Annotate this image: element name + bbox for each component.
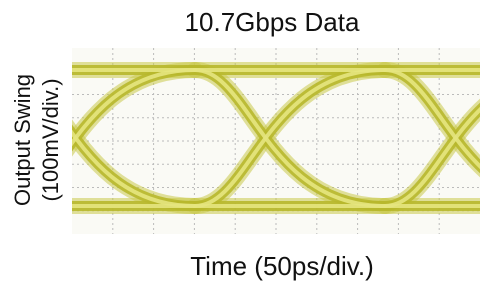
eye-diagram-figure: 10.7Gbps Data Output Swing (100mV/div.) … <box>0 0 485 289</box>
x-axis-label: Time (50ps/div.) <box>190 251 374 281</box>
y-axis-label: (100mV/div.) <box>38 78 63 201</box>
y-axis-label: Output Swing <box>10 74 35 206</box>
title: 10.7Gbps Data <box>185 7 360 37</box>
